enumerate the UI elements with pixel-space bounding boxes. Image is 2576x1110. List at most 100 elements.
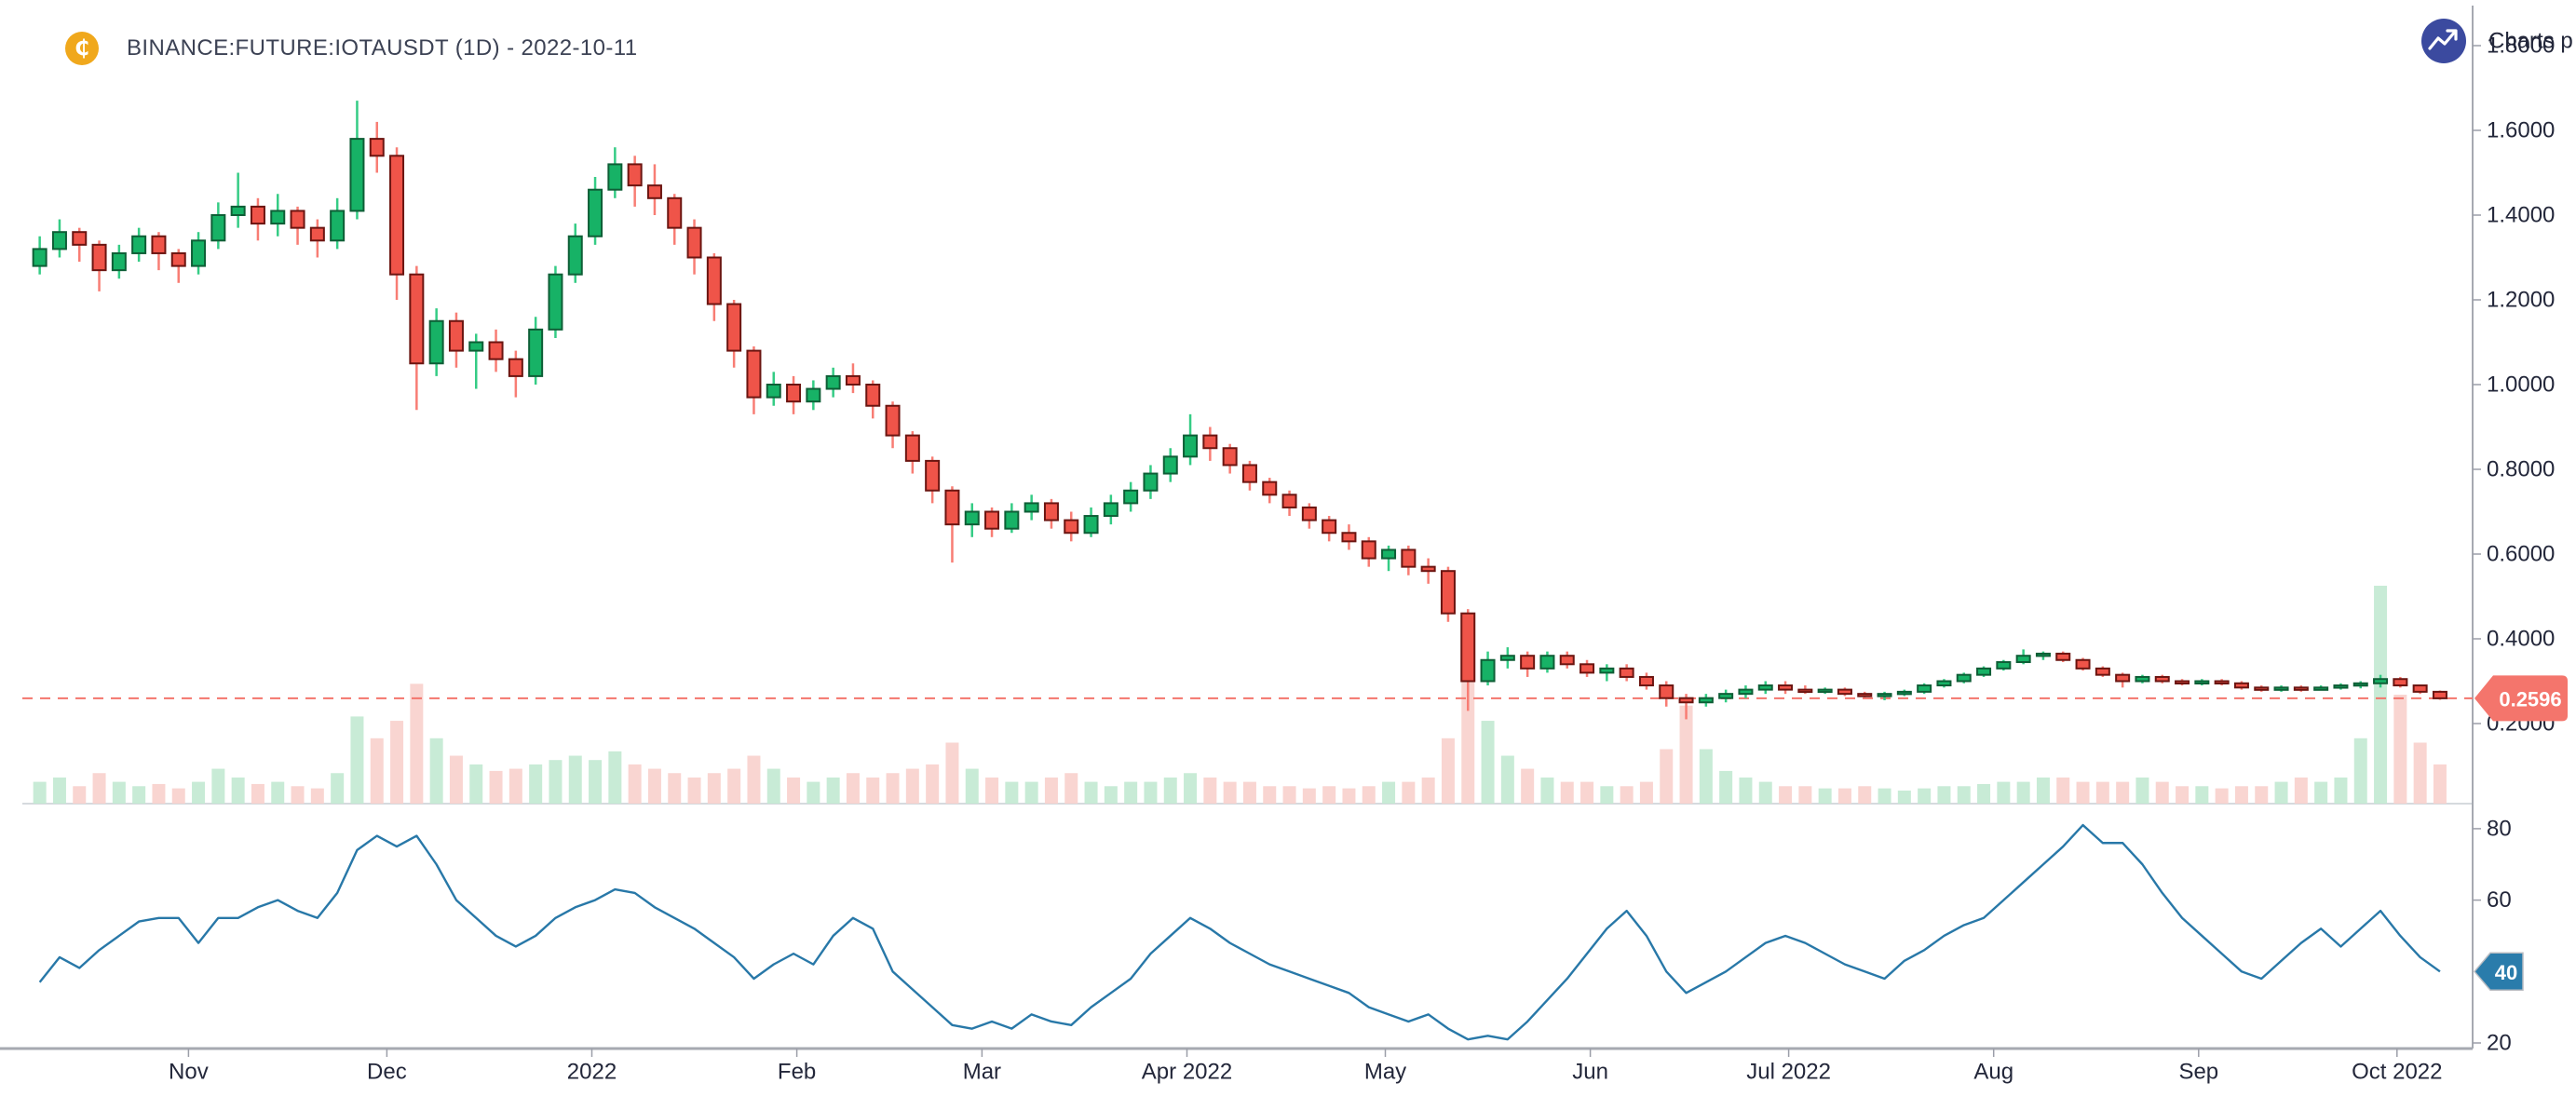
candle-body [746,349,762,399]
volume-bar [1124,781,1138,804]
volume-bar [508,768,522,804]
candle-body [1381,548,1397,560]
volume-bar [905,768,919,804]
candle-body [667,196,683,229]
volume-bar [1064,773,1078,804]
candle-body [2254,686,2270,691]
candle-body [72,231,88,246]
volume-bar [1461,668,1475,804]
candle-body [2352,682,2368,687]
time-tick-label: Dec [367,1060,407,1085]
volume-bar [2056,777,2070,804]
candle-body [2135,675,2150,683]
volume-bar [1421,777,1435,804]
time-tick-label: Jun [1572,1060,1608,1085]
candle-body [409,273,425,365]
candle-body [1659,684,1674,699]
volume-bar [251,783,264,804]
volume-bar [1163,777,1177,804]
candle-body [1064,519,1079,535]
volume-bar [1005,781,1019,804]
candle-body [1638,675,1654,687]
candle-body [330,210,346,242]
candle-body [1401,548,1417,568]
time-tick-label: Nov [169,1060,209,1085]
volume-bar [529,764,543,804]
trending-up-icon-arrowhead [2446,29,2458,41]
candle-body [448,319,464,352]
price-tick-label: 1.4000 [2487,203,2555,228]
candle-body [686,226,702,259]
candle-body [2154,675,2170,683]
volume-bar [807,781,820,804]
candle-body [627,163,643,187]
indicator-tick-label: 80 [2487,816,2512,841]
candle-body [1420,565,1436,573]
candle-body [1559,655,1575,666]
volume-bar [1084,781,1098,804]
volume-bar [826,777,840,804]
volume-bar [965,768,979,804]
candle-body [1480,658,1496,683]
time-tick-label: Jul 2022 [1746,1060,1831,1085]
volume-bar [1500,755,1514,804]
volume-bar [568,755,582,804]
candle-body [1619,667,1634,678]
candle-body [1043,502,1059,521]
time-tick-label: 2022 [567,1060,617,1085]
candle-body [806,387,821,403]
volume-bar [1144,781,1158,804]
chart-title: BINANCE:FUTURE:IOTAUSDT (1D) - 2022-10-1… [127,35,638,61]
volume-bar [231,777,245,804]
volume-bar [2234,786,2248,804]
candle-body [1262,481,1278,496]
candle-body [1976,667,1992,676]
candle-body [2194,680,2210,684]
candle-body [964,510,980,526]
candle-body [2075,658,2091,670]
price-tick-label: 0.8000 [2487,457,2555,482]
candle-body [508,358,523,377]
volume-bar [429,738,443,804]
candle-body [865,384,881,407]
price-tick-label: 1.6000 [2487,118,2555,143]
candle-body [1222,447,1238,467]
volume-bar [331,773,345,804]
volume-bar [727,768,741,804]
volume-bar [2036,777,2050,804]
candle-body [925,459,941,492]
candle-body [1143,472,1159,492]
candle-body [2214,680,2230,684]
indicator-line [38,823,2441,1041]
time-tick-label: Aug [1973,1060,2013,1085]
volume-bar [647,768,661,804]
candle-body [2175,680,2190,684]
time-tick-label: Sep [2178,1060,2218,1085]
candle-body [2432,690,2447,699]
candle-body [2373,678,2389,684]
candle-body [766,384,781,399]
candle-body [1083,515,1099,535]
volume-bar [2433,764,2447,804]
candle-body [646,184,662,199]
volume-bar [73,786,87,804]
volume-bar [211,768,225,804]
indicator-tick-label: 20 [2487,1031,2512,1056]
candle-body [428,319,444,365]
volume-bar [1679,705,1693,804]
candle-body [51,231,67,250]
candle-body [1341,532,1357,543]
candle-body [1183,434,1199,458]
volume-bar [1402,781,1416,804]
volume-bar [2095,781,2109,804]
candle-body [825,374,841,390]
volume-bar [171,788,185,804]
candle-body [1460,612,1476,683]
candle-body [369,138,385,157]
volume-bar [846,773,860,804]
volume-bar [1044,777,1058,804]
volume-bar [192,781,206,804]
volume-bar [310,788,324,804]
candle-body [1837,688,1852,696]
